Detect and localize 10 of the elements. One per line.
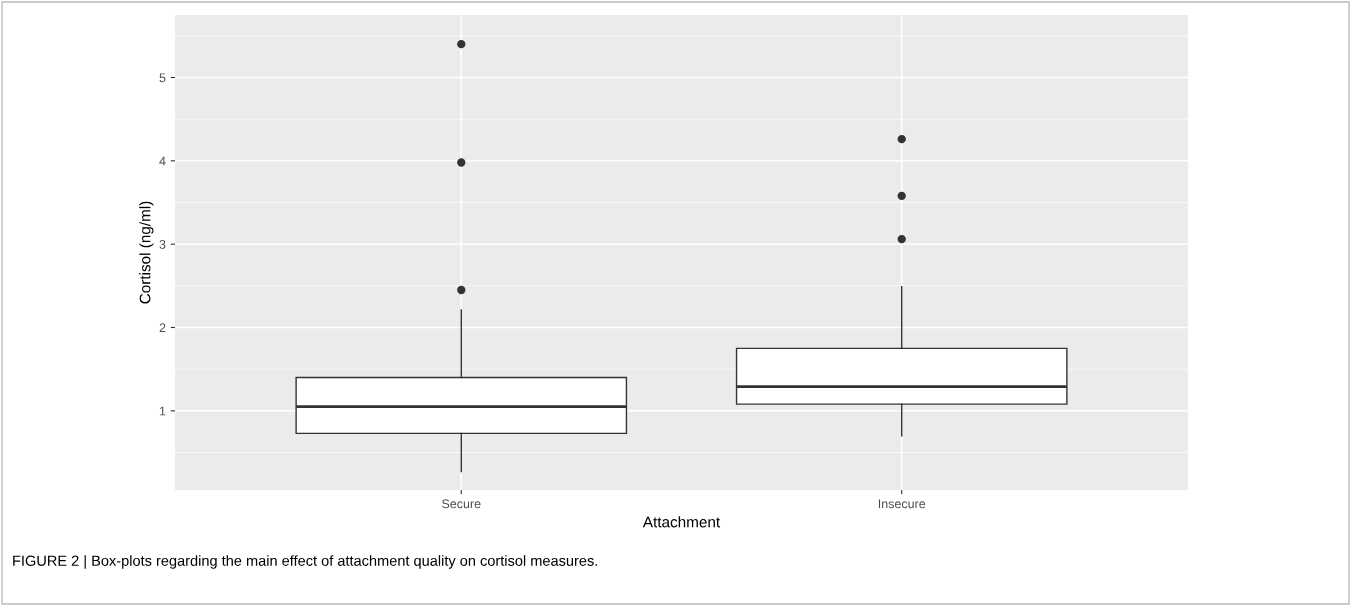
y-axis-title: Cortisol (ng/ml) xyxy=(139,201,154,304)
x-tick-label: Secure xyxy=(442,499,481,509)
x-axis-title: Attachment xyxy=(642,516,721,528)
y-tick-label: 3 xyxy=(159,239,166,249)
y-tick-label: 2 xyxy=(159,323,166,333)
y-tick-label: 1 xyxy=(159,406,166,416)
y-tick-label: 4 xyxy=(159,156,166,166)
caption: FIGURE 2 | Box-plots regarding the main effect of attachment quality on cortisol measures. xyxy=(13,555,597,569)
y-tick-label: 5 xyxy=(159,73,166,83)
x-tick-label: Insecure xyxy=(878,499,926,509)
